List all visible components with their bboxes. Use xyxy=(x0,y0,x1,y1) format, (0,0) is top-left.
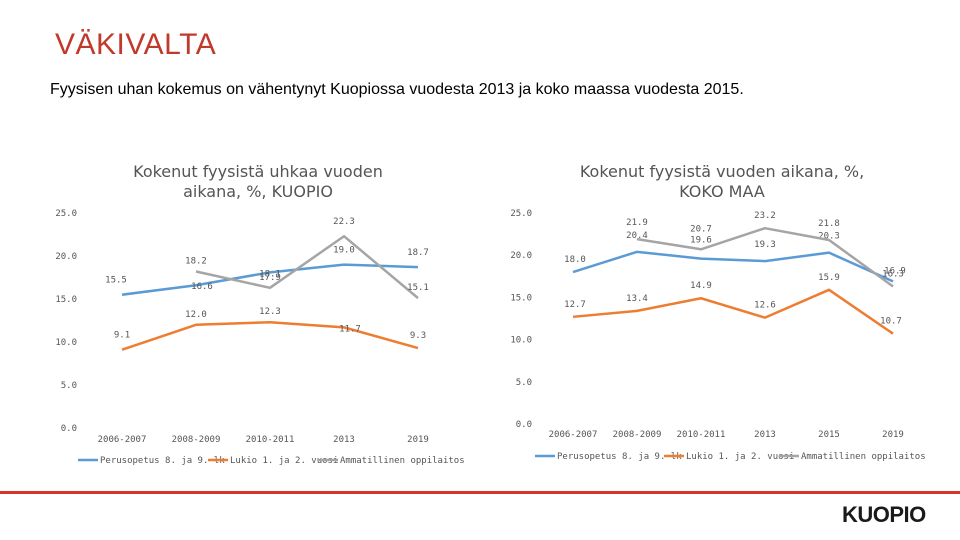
chart-title-line-2: KOKO MAA xyxy=(679,182,765,201)
data-label: 21.9 xyxy=(626,218,648,228)
data-label: 19.3 xyxy=(754,240,776,250)
y-tick-label: 15.0 xyxy=(510,293,532,303)
data-label: 12.6 xyxy=(754,301,776,311)
page-title: VÄKIVALTA xyxy=(55,28,217,61)
x-tick-label: 2008-2009 xyxy=(613,430,662,440)
x-tick-label: 2006-2007 xyxy=(98,435,147,445)
chart-koko-maa: Kokenut fyysistä vuoden aikana, %,KOKO M… xyxy=(510,162,926,462)
x-tick-label: 2019 xyxy=(407,435,429,445)
data-label: 15.9 xyxy=(818,273,840,283)
data-label: 12.3 xyxy=(259,307,281,317)
data-label: 20.3 xyxy=(818,232,840,242)
series-line-ammatillinen-oppilaitos xyxy=(195,234,419,300)
legend-label-perusopetus-8-ja-9-lk: Perusopetus 8. ja 9. lk xyxy=(100,456,225,466)
data-label: 12.7 xyxy=(564,300,586,310)
data-label: 17.9 xyxy=(259,273,281,283)
data-label: 22.3 xyxy=(333,217,355,227)
data-label: 14.9 xyxy=(690,281,712,291)
data-label: 9.3 xyxy=(410,331,426,341)
x-tick-label: 2010-2011 xyxy=(246,435,295,445)
x-tick-label: 2015 xyxy=(818,430,840,440)
y-tick-label: 0.0 xyxy=(61,424,77,434)
data-label: 9.1 xyxy=(114,331,130,341)
data-label: 18.7 xyxy=(407,248,429,258)
data-label: 19.6 xyxy=(690,236,712,246)
page-subtitle: Fyysisen uhan kokemus on vähentynyt Kuop… xyxy=(50,81,744,98)
y-tick-label: 25.0 xyxy=(55,209,77,219)
x-tick-label: 2010-2011 xyxy=(677,430,726,440)
y-tick-label: 0.0 xyxy=(516,420,532,430)
chart-title-line-1: Kokenut fyysistä vuoden aikana, %, xyxy=(580,162,864,181)
series-line-ammatillinen-oppilaitos xyxy=(636,226,894,288)
data-label: 21.8 xyxy=(818,219,840,229)
data-label: 20.7 xyxy=(690,224,712,234)
data-label: 11.7 xyxy=(339,324,361,334)
chart-title-line-2: aikana, %, KUOPIO xyxy=(183,182,333,201)
y-tick-label: 15.0 xyxy=(55,295,77,305)
data-label: 16.9 xyxy=(884,266,906,276)
data-label: 18.2 xyxy=(185,256,207,266)
y-tick-label: 20.0 xyxy=(510,251,532,261)
y-tick-label: 25.0 xyxy=(510,209,532,219)
data-label: 13.4 xyxy=(626,294,648,304)
data-label: 10.7 xyxy=(880,317,902,327)
x-tick-label: 2013 xyxy=(333,435,355,445)
x-tick-label: 2008-2009 xyxy=(172,435,221,445)
data-label: 18.1 xyxy=(259,269,281,279)
series-line-perusopetus-8-ja-9-lk xyxy=(572,250,894,283)
chart-title-line-1: Kokenut fyysistä uhkaa vuoden xyxy=(133,162,383,181)
y-tick-label: 5.0 xyxy=(61,381,77,391)
data-label: 18.0 xyxy=(564,255,586,265)
data-label: 19.0 xyxy=(333,246,355,256)
legend-label-lukio-1-ja-2-vuosi: Lukio 1. ja 2. vuosi xyxy=(230,456,338,466)
legend-label-ammatillinen-oppilaitos: Ammatillinen oppilaitos xyxy=(801,452,926,462)
y-tick-label: 20.0 xyxy=(55,252,77,262)
y-tick-label: 10.0 xyxy=(510,336,532,346)
kuopio-logo: KUOPIO xyxy=(842,502,926,527)
data-label: 20.4 xyxy=(626,231,648,241)
legend-label-lukio-1-ja-2-vuosi: Lukio 1. ja 2. vuosi xyxy=(686,452,794,462)
x-tick-label: 2019 xyxy=(882,430,904,440)
data-label: 23.2 xyxy=(754,211,776,221)
y-tick-label: 10.0 xyxy=(55,338,77,348)
data-label: 15.5 xyxy=(105,276,127,286)
data-label: 12.0 xyxy=(185,310,207,320)
data-label: 15.1 xyxy=(407,283,429,293)
series-line-lukio-1-ja-2-vuosi xyxy=(572,288,894,335)
data-label: 16.3 xyxy=(882,269,904,279)
x-tick-label: 2013 xyxy=(754,430,776,440)
legend-label-ammatillinen-oppilaitos: Ammatillinen oppilaitos xyxy=(340,456,465,466)
legend-label-perusopetus-8-ja-9-lk: Perusopetus 8. ja 9. lk xyxy=(557,452,682,462)
y-tick-label: 5.0 xyxy=(516,378,532,388)
bottom-divider xyxy=(0,491,960,494)
x-tick-label: 2006-2007 xyxy=(549,430,598,440)
data-label: 16.6 xyxy=(191,282,213,292)
